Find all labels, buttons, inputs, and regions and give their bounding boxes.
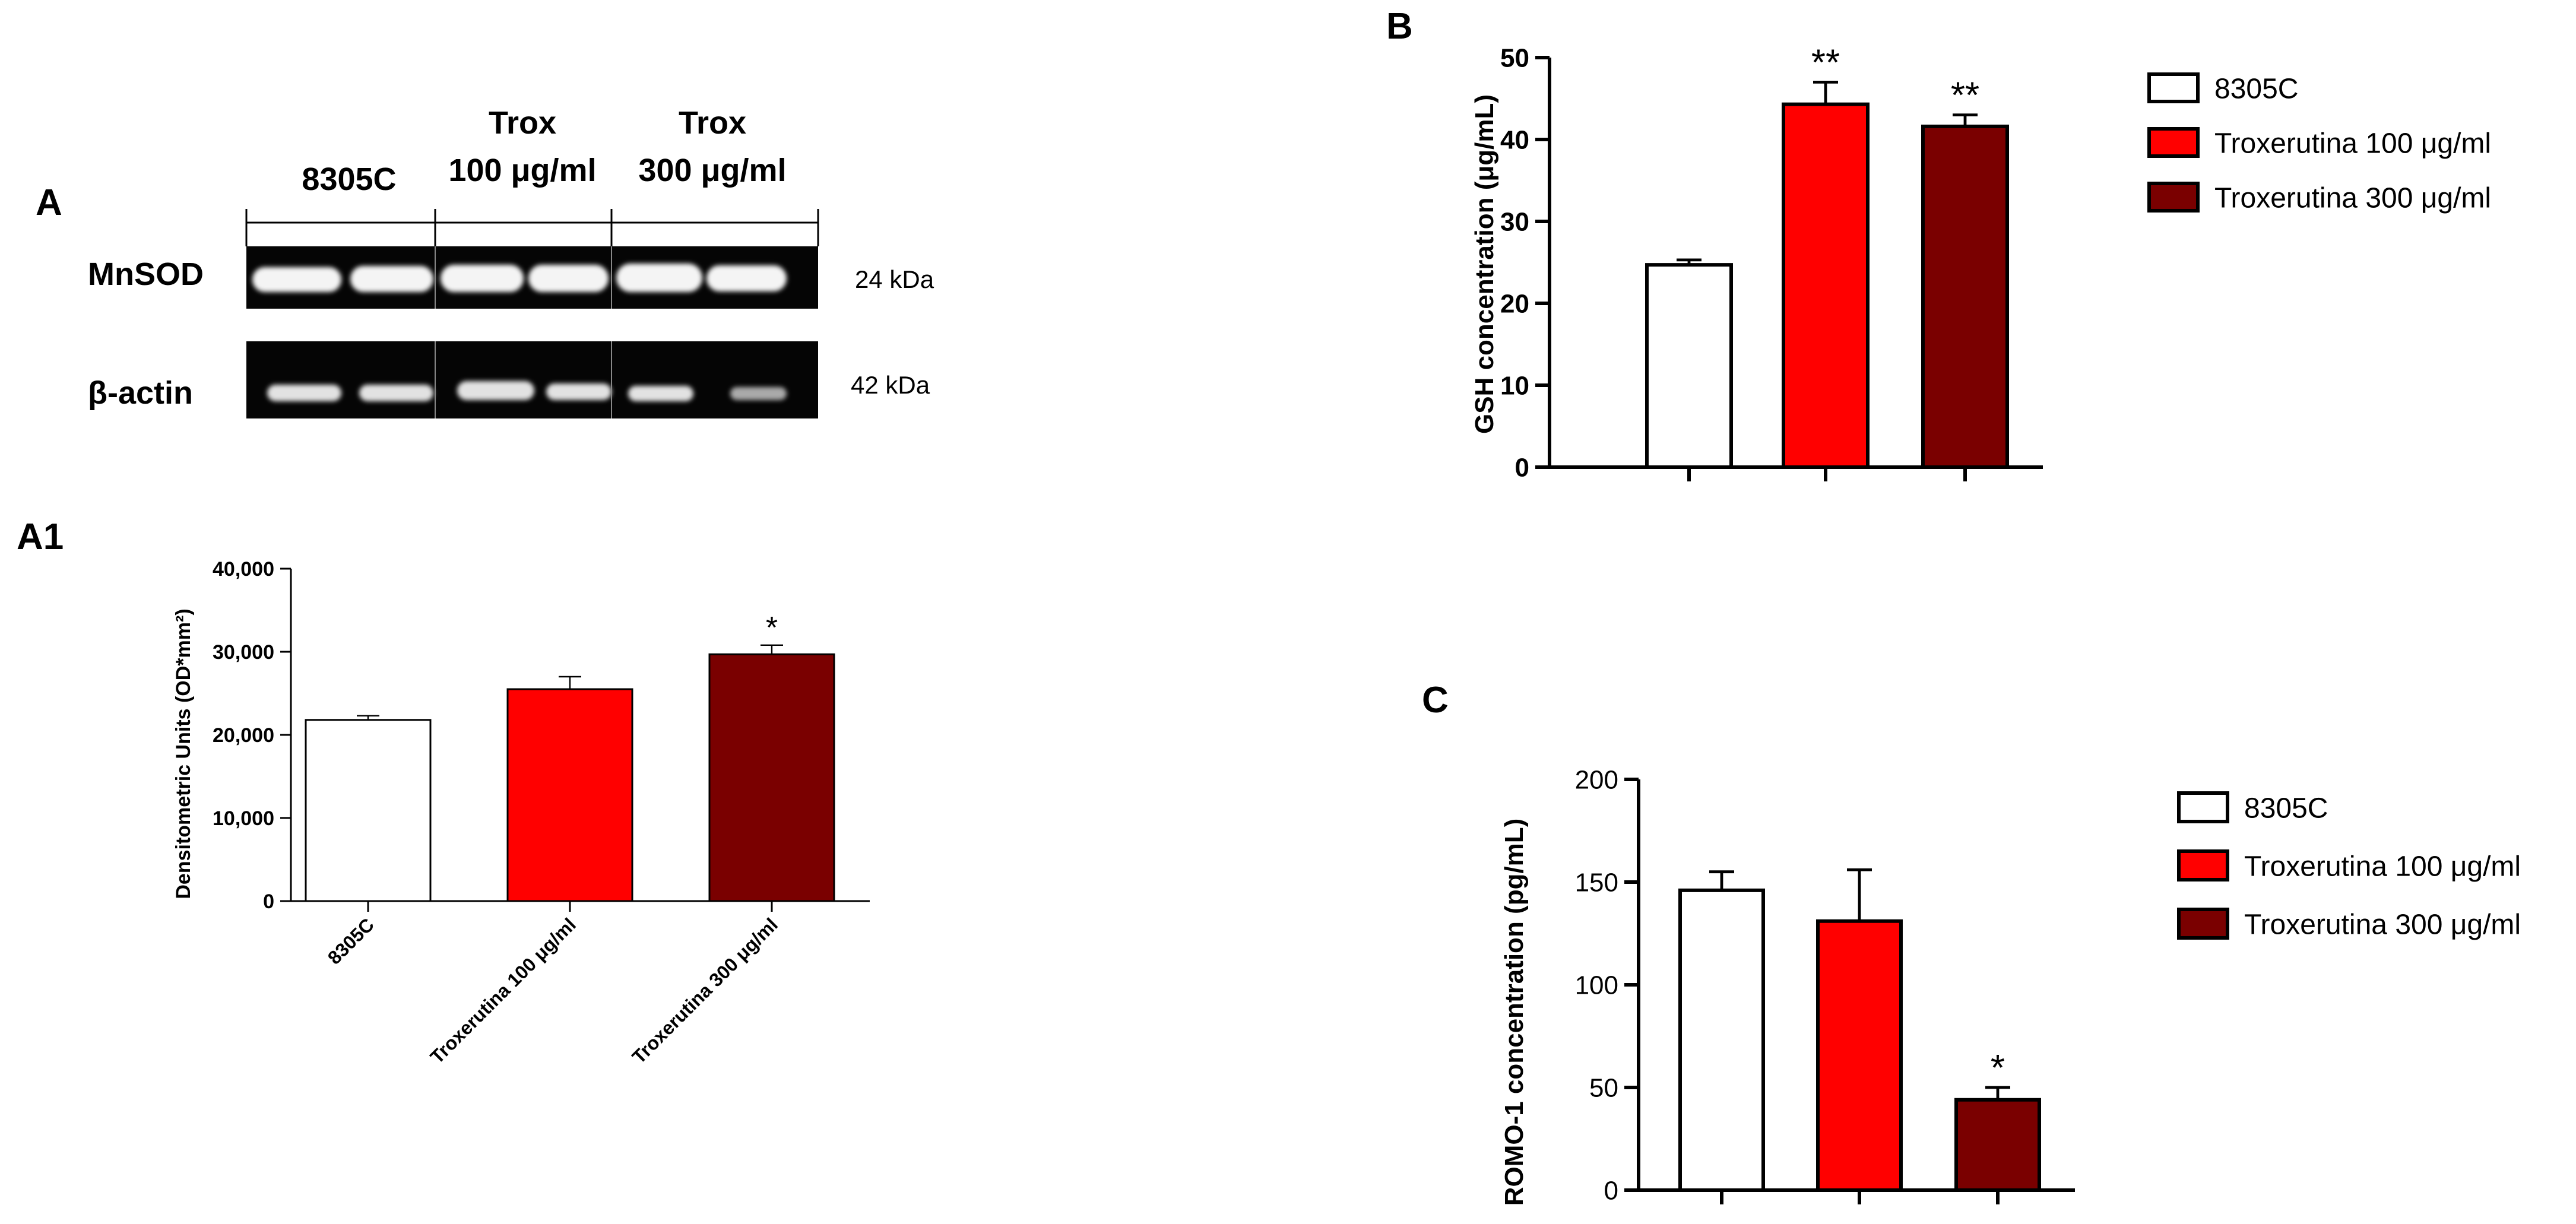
band — [457, 381, 534, 400]
panel-a1-letter: A1 — [17, 516, 64, 557]
band — [546, 383, 611, 400]
y-tick-label: 0 — [263, 890, 274, 913]
panel-a: A 8305C Trox 100 μg/ml Trox 300 μg/ml Mn… — [36, 105, 934, 418]
y-tick-label: 150 — [1575, 868, 1618, 897]
band — [252, 267, 341, 292]
y-tick-label: 50 — [1589, 1073, 1618, 1102]
panel-a-letter: A — [36, 182, 62, 223]
chart-c-ylabel-text: ROMO-1 concentration (pg/mL) — [1500, 819, 1529, 1206]
chart-c-ylabel: ROMO-1 concentration (pg/mL) — [1500, 819, 1529, 1206]
y-tick-label: 10,000 — [213, 807, 274, 830]
blot-row-mnsod-label: MnSOD — [88, 256, 204, 292]
blot-header-bracket — [245, 209, 819, 246]
legend-label: Troxerutina 300 μg/ml — [2244, 909, 2521, 940]
y-tick-label: 100 — [1575, 971, 1618, 1000]
chart-a1-ylabel-text: Densitometric Units (OD*mm²) — [172, 608, 195, 899]
y-tick-label: 40,000 — [213, 558, 274, 581]
chart-a1-ylabel: Densitometric Units (OD*mm²) — [172, 608, 195, 899]
band — [350, 266, 433, 292]
y-tick-label: 200 — [1575, 765, 1618, 794]
bar — [708, 653, 835, 902]
x-tick-label: Troxerutina 100 μg/ml — [426, 914, 580, 1067]
chart-b: B GSH concentration (μg/mL) 0 10 20 30 40 50 *… — [1386, 6, 2043, 482]
chart-b-ylabel: GSH concentration (μg/mL) — [1470, 94, 1499, 434]
blot-column-2-label-line1: Trox — [489, 105, 556, 141]
legend-swatch — [2147, 127, 2200, 158]
y-tick-label: 30,000 — [213, 641, 274, 664]
band — [616, 264, 702, 292]
legend-label: 8305C — [2214, 73, 2298, 104]
band — [528, 265, 609, 292]
blot-size-actin: 42 kDa — [851, 371, 930, 399]
legend-swatch — [2177, 791, 2229, 823]
legend-label: Troxerutina 300 μg/ml — [2214, 182, 2491, 214]
legend-swatch — [2147, 72, 2200, 103]
y-tick-label: 20,000 — [213, 724, 274, 747]
blot-size-mnsod: 24 kDa — [855, 265, 934, 293]
blot-column-2-label-line2: 100 μg/ml — [448, 153, 596, 188]
band — [730, 387, 787, 400]
blot-strip-actin — [246, 341, 818, 418]
legend-swatch — [2177, 849, 2229, 881]
legend-swatch — [2177, 908, 2229, 940]
significance-label: ** — [1811, 42, 1840, 83]
panel-b-letter: B — [1386, 6, 1413, 47]
blot-row-actin-label: β-actin — [88, 375, 193, 411]
blot-bands-actin — [267, 381, 787, 401]
x-tick-label: 8305C — [324, 914, 378, 968]
blot-column-3-label-line2: 300 μg/ml — [638, 153, 786, 188]
blot-column-3-label-line1: Trox — [679, 105, 746, 141]
band — [441, 265, 524, 292]
band — [359, 385, 433, 401]
chart-a1: A1 Densitometric Units (OD*mm²) 0 10,000 2… — [17, 516, 870, 1068]
bar — [1678, 888, 1765, 1192]
y-tick-label: 40 — [1500, 125, 1529, 154]
y-tick-label: 30 — [1500, 207, 1529, 236]
band — [706, 265, 787, 291]
band — [628, 386, 693, 401]
legend-swatch — [2147, 182, 2200, 213]
legend-label: Troxerutina 100 μg/ml — [2214, 128, 2491, 159]
band — [267, 385, 341, 401]
y-tick-label: 20 — [1500, 289, 1529, 318]
panel-c-letter: C — [1422, 680, 1449, 721]
y-tick-label: 50 — [1500, 43, 1529, 72]
bar — [506, 688, 633, 902]
bar — [1816, 919, 1903, 1192]
significance-label: ** — [1951, 75, 1979, 116]
chart-c: C ROMO-1 concentration (pg/mL) 0 50 100 150… — [1422, 680, 2075, 1206]
legend-label: Troxerutina 100 μg/ml — [2244, 851, 2521, 882]
chart-b-ylabel-text: GSH concentration (μg/mL) — [1470, 94, 1499, 434]
y-tick-label: 0 — [1515, 453, 1529, 482]
y-tick-label: 0 — [1604, 1176, 1618, 1205]
blot-column-1-label: 8305C — [302, 161, 396, 197]
blot-bands-mnsod — [252, 264, 787, 292]
legend-b: 8305C Troxerutina 100 μg/ml Troxerutina 30… — [2147, 72, 2491, 214]
significance-label: * — [1991, 1048, 2005, 1089]
legend-label: 8305C — [2244, 792, 2328, 824]
bar — [305, 719, 432, 902]
legend-c: 8305C Troxerutina 100 μg/ml Troxerutina 30… — [2177, 791, 2521, 940]
significance-label: * — [766, 611, 778, 645]
bar — [1645, 263, 1733, 469]
bar — [1954, 1098, 2041, 1193]
x-tick-label: Troxerutina 300 μg/ml — [628, 914, 782, 1067]
bar — [1921, 124, 2009, 470]
bar — [1782, 102, 1870, 470]
y-tick-label: 10 — [1500, 371, 1529, 400]
